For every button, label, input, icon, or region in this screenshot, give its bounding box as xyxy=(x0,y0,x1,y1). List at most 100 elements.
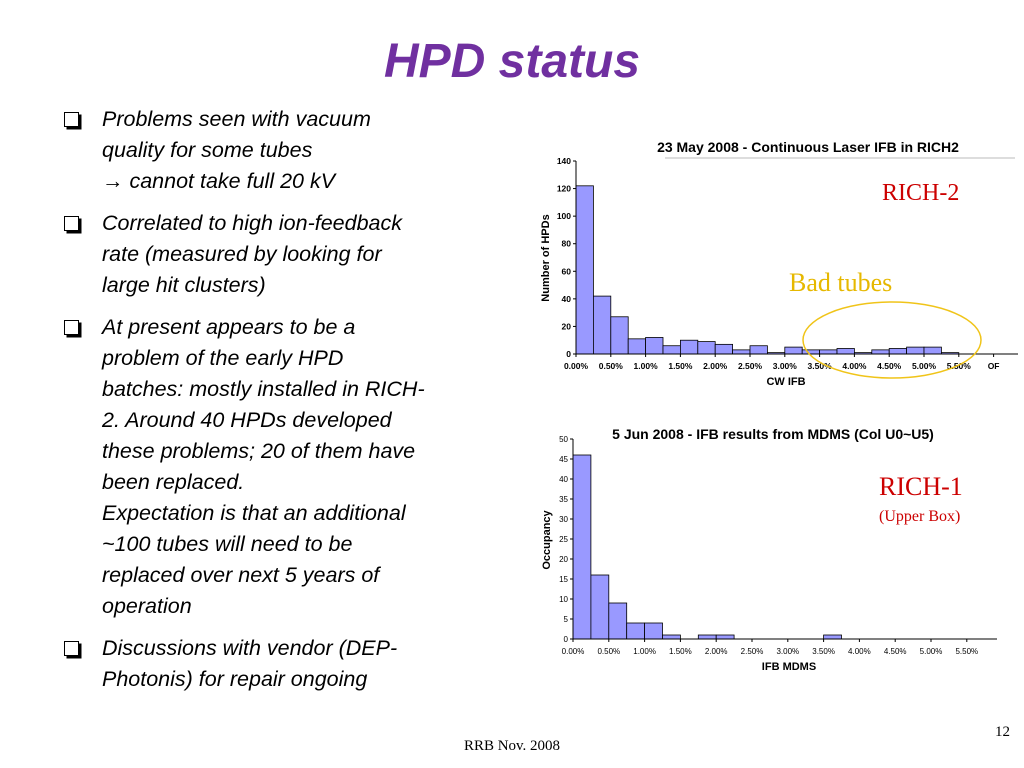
y-tick-label: 50 xyxy=(559,435,568,444)
y-tick-label: 120 xyxy=(557,184,571,194)
x-tick-label: 3.00% xyxy=(773,361,798,371)
bullet-line: ~100 tubes will need to be xyxy=(102,532,353,556)
x-tick-label: 5.50% xyxy=(947,361,972,371)
x-tick-label: 4.00% xyxy=(842,361,867,371)
y-tick-label: 5 xyxy=(564,615,569,624)
bullet-line: rate (measured by looking for xyxy=(102,242,382,266)
bar xyxy=(626,622,645,640)
y-tick-label: 0 xyxy=(566,349,571,359)
bar xyxy=(593,295,612,355)
y-axis-label: Number of HPDs xyxy=(540,214,552,301)
bar xyxy=(662,634,681,640)
y-tick-label: 20 xyxy=(559,555,568,564)
y-tick-label: 80 xyxy=(562,239,572,249)
x-tick-label: 5.00% xyxy=(920,647,943,656)
bar xyxy=(801,349,821,355)
rich1-label: RICH-1 xyxy=(879,472,963,501)
x-tick-label: 2.00% xyxy=(705,647,728,656)
bar xyxy=(679,339,699,355)
x-tick-label: 0.00% xyxy=(562,647,585,656)
x-tick-label: 1.50% xyxy=(669,647,692,656)
rich1-ifb-histogram: 0 5 10 15 20 25 30 35 40 45 50 0.00% 0.50% 1.00% 1.50… xyxy=(541,426,997,673)
x-axis-label: IFB MDMS xyxy=(762,661,816,673)
x-tick-label: 1.00% xyxy=(634,361,659,371)
bullet-item: Discussions with vendor (DEP- Photonis) … xyxy=(60,633,500,695)
checkbox-bullet-icon xyxy=(64,216,79,231)
y-tick-label: 35 xyxy=(559,495,568,504)
slide-title: HPD status xyxy=(383,35,641,88)
bar xyxy=(697,341,716,355)
x-tick-label: 3.00% xyxy=(776,647,799,656)
bar xyxy=(697,634,717,640)
bullet-item: At present appears to be a problem of th… xyxy=(60,312,500,622)
x-tick-label: 0.00% xyxy=(564,361,589,371)
checkbox-bullet-icon xyxy=(64,112,79,127)
x-tick-label: 3.50% xyxy=(808,361,833,371)
checkbox-bullet-icon xyxy=(64,641,79,656)
x-axis-label: CW IFB xyxy=(766,376,805,388)
x-tick-label: 5.50% xyxy=(955,647,978,656)
footer-text: RRB Nov. 2008 xyxy=(463,738,561,754)
x-tick-label: 4.00% xyxy=(848,647,871,656)
bar xyxy=(627,338,646,355)
bullet-line: Correlated to high ion-feedback xyxy=(102,211,402,235)
bar xyxy=(662,345,681,355)
bullet-line: Discussions with vendor (DEP- xyxy=(102,636,398,660)
bar xyxy=(906,346,925,355)
x-tick-label: 0.50% xyxy=(599,361,624,371)
y-tick-label: 0 xyxy=(564,635,569,644)
x-tick-label: 5.00% xyxy=(912,361,937,371)
bullet-list: Problems seen with vacuum quality for so… xyxy=(60,104,500,706)
bullet-line: → cannot take full 20 kV xyxy=(102,169,336,193)
x-tick-label: 3.50% xyxy=(812,647,835,656)
x-tick-label: 1.00% xyxy=(633,647,656,656)
bar xyxy=(819,349,838,355)
rich2-label: RICH-2 xyxy=(882,180,960,206)
y-tick-label: 140 xyxy=(557,156,571,166)
bar xyxy=(871,349,890,355)
bullet-line: been replaced. xyxy=(102,470,245,494)
bar xyxy=(714,343,733,355)
chart-title: 5 Jun 2008 - IFB results from MDMS (Col … xyxy=(612,426,934,442)
x-tick-label: 2.50% xyxy=(738,361,763,371)
x-tick-label: 2.50% xyxy=(741,647,764,656)
bullet-line: large hit clusters) xyxy=(102,273,266,297)
chart-title: 23 May 2008 - Continuous Laser IFB in RI… xyxy=(657,139,959,155)
rich1-sublabel: (Upper Box) xyxy=(879,508,961,525)
y-tick-label: 10 xyxy=(559,595,568,604)
bar xyxy=(645,337,664,355)
x-tick-label: 1.50% xyxy=(668,361,693,371)
y-tick-label: 25 xyxy=(559,535,568,544)
bullet-line: At present appears to be a xyxy=(102,315,356,339)
y-tick-label: 60 xyxy=(562,266,572,276)
bullet-line: Expectation is that an additional xyxy=(102,501,406,525)
bullet-line: quality for some tubes xyxy=(102,138,313,162)
y-axis-label: Occupancy xyxy=(541,509,553,569)
y-tick-label: 20 xyxy=(562,321,572,331)
x-tick-label: 0.50% xyxy=(597,647,620,656)
page-number: 12 xyxy=(995,724,1010,740)
bullet-line: operation xyxy=(102,594,192,618)
bar xyxy=(836,348,855,355)
bullet-line: replaced over next 5 years of xyxy=(102,563,380,587)
bar xyxy=(715,634,735,640)
bullet-line: these problems; 20 of them have xyxy=(102,439,416,463)
x-tick-label: OF xyxy=(988,361,1000,371)
rich2-ifb-histogram: 0 20 40 60 80 100 120 140 0.00% 0.50% 1.00% 1.50% 2… xyxy=(540,139,1018,388)
x-tick-label: 4.50% xyxy=(877,361,902,371)
y-tick-label: 40 xyxy=(559,475,568,484)
y-tick-label: 40 xyxy=(562,294,572,304)
bullet-item: Problems seen with vacuum quality for so… xyxy=(60,104,500,197)
x-tick-label: 2.00% xyxy=(703,361,728,371)
checkbox-bullet-icon xyxy=(64,320,79,335)
bullet-line: Problems seen with vacuum xyxy=(102,107,371,131)
y-tick-label: 45 xyxy=(559,455,568,464)
bar xyxy=(608,602,628,640)
bar xyxy=(610,316,629,355)
bar xyxy=(784,346,803,355)
bar xyxy=(590,574,610,640)
x-tick-label: 4.50% xyxy=(884,647,907,656)
bar xyxy=(644,622,663,640)
bar xyxy=(923,346,942,355)
bar xyxy=(572,454,592,640)
